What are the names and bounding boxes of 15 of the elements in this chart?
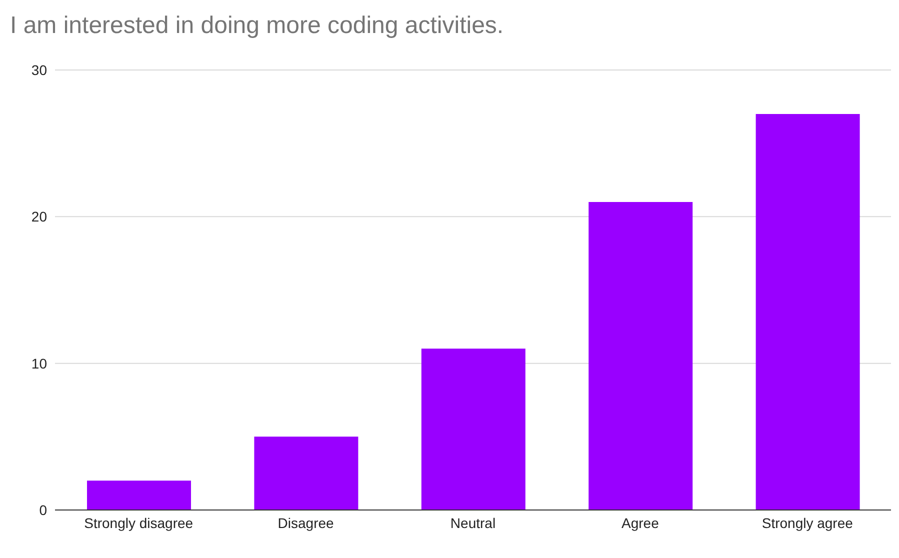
x-tick-label: Neutral	[450, 514, 496, 531]
y-tick-label: 20	[31, 208, 48, 225]
bar	[254, 436, 358, 510]
bar	[87, 480, 191, 510]
y-tick-label: 30	[31, 62, 48, 78]
y-tick-label: 0	[39, 502, 48, 518]
bar	[756, 114, 860, 510]
x-tick-label: Disagree	[278, 514, 334, 531]
bar	[588, 202, 693, 510]
x-tick-label: Strongly disagree	[84, 514, 194, 531]
x-tick-label: Agree	[622, 514, 660, 531]
bar	[421, 348, 526, 510]
y-tick-label: 10	[31, 355, 48, 372]
x-tick-label: Strongly agree	[762, 514, 854, 531]
chart-title: I am interested in doing more coding activities.	[10, 12, 504, 40]
